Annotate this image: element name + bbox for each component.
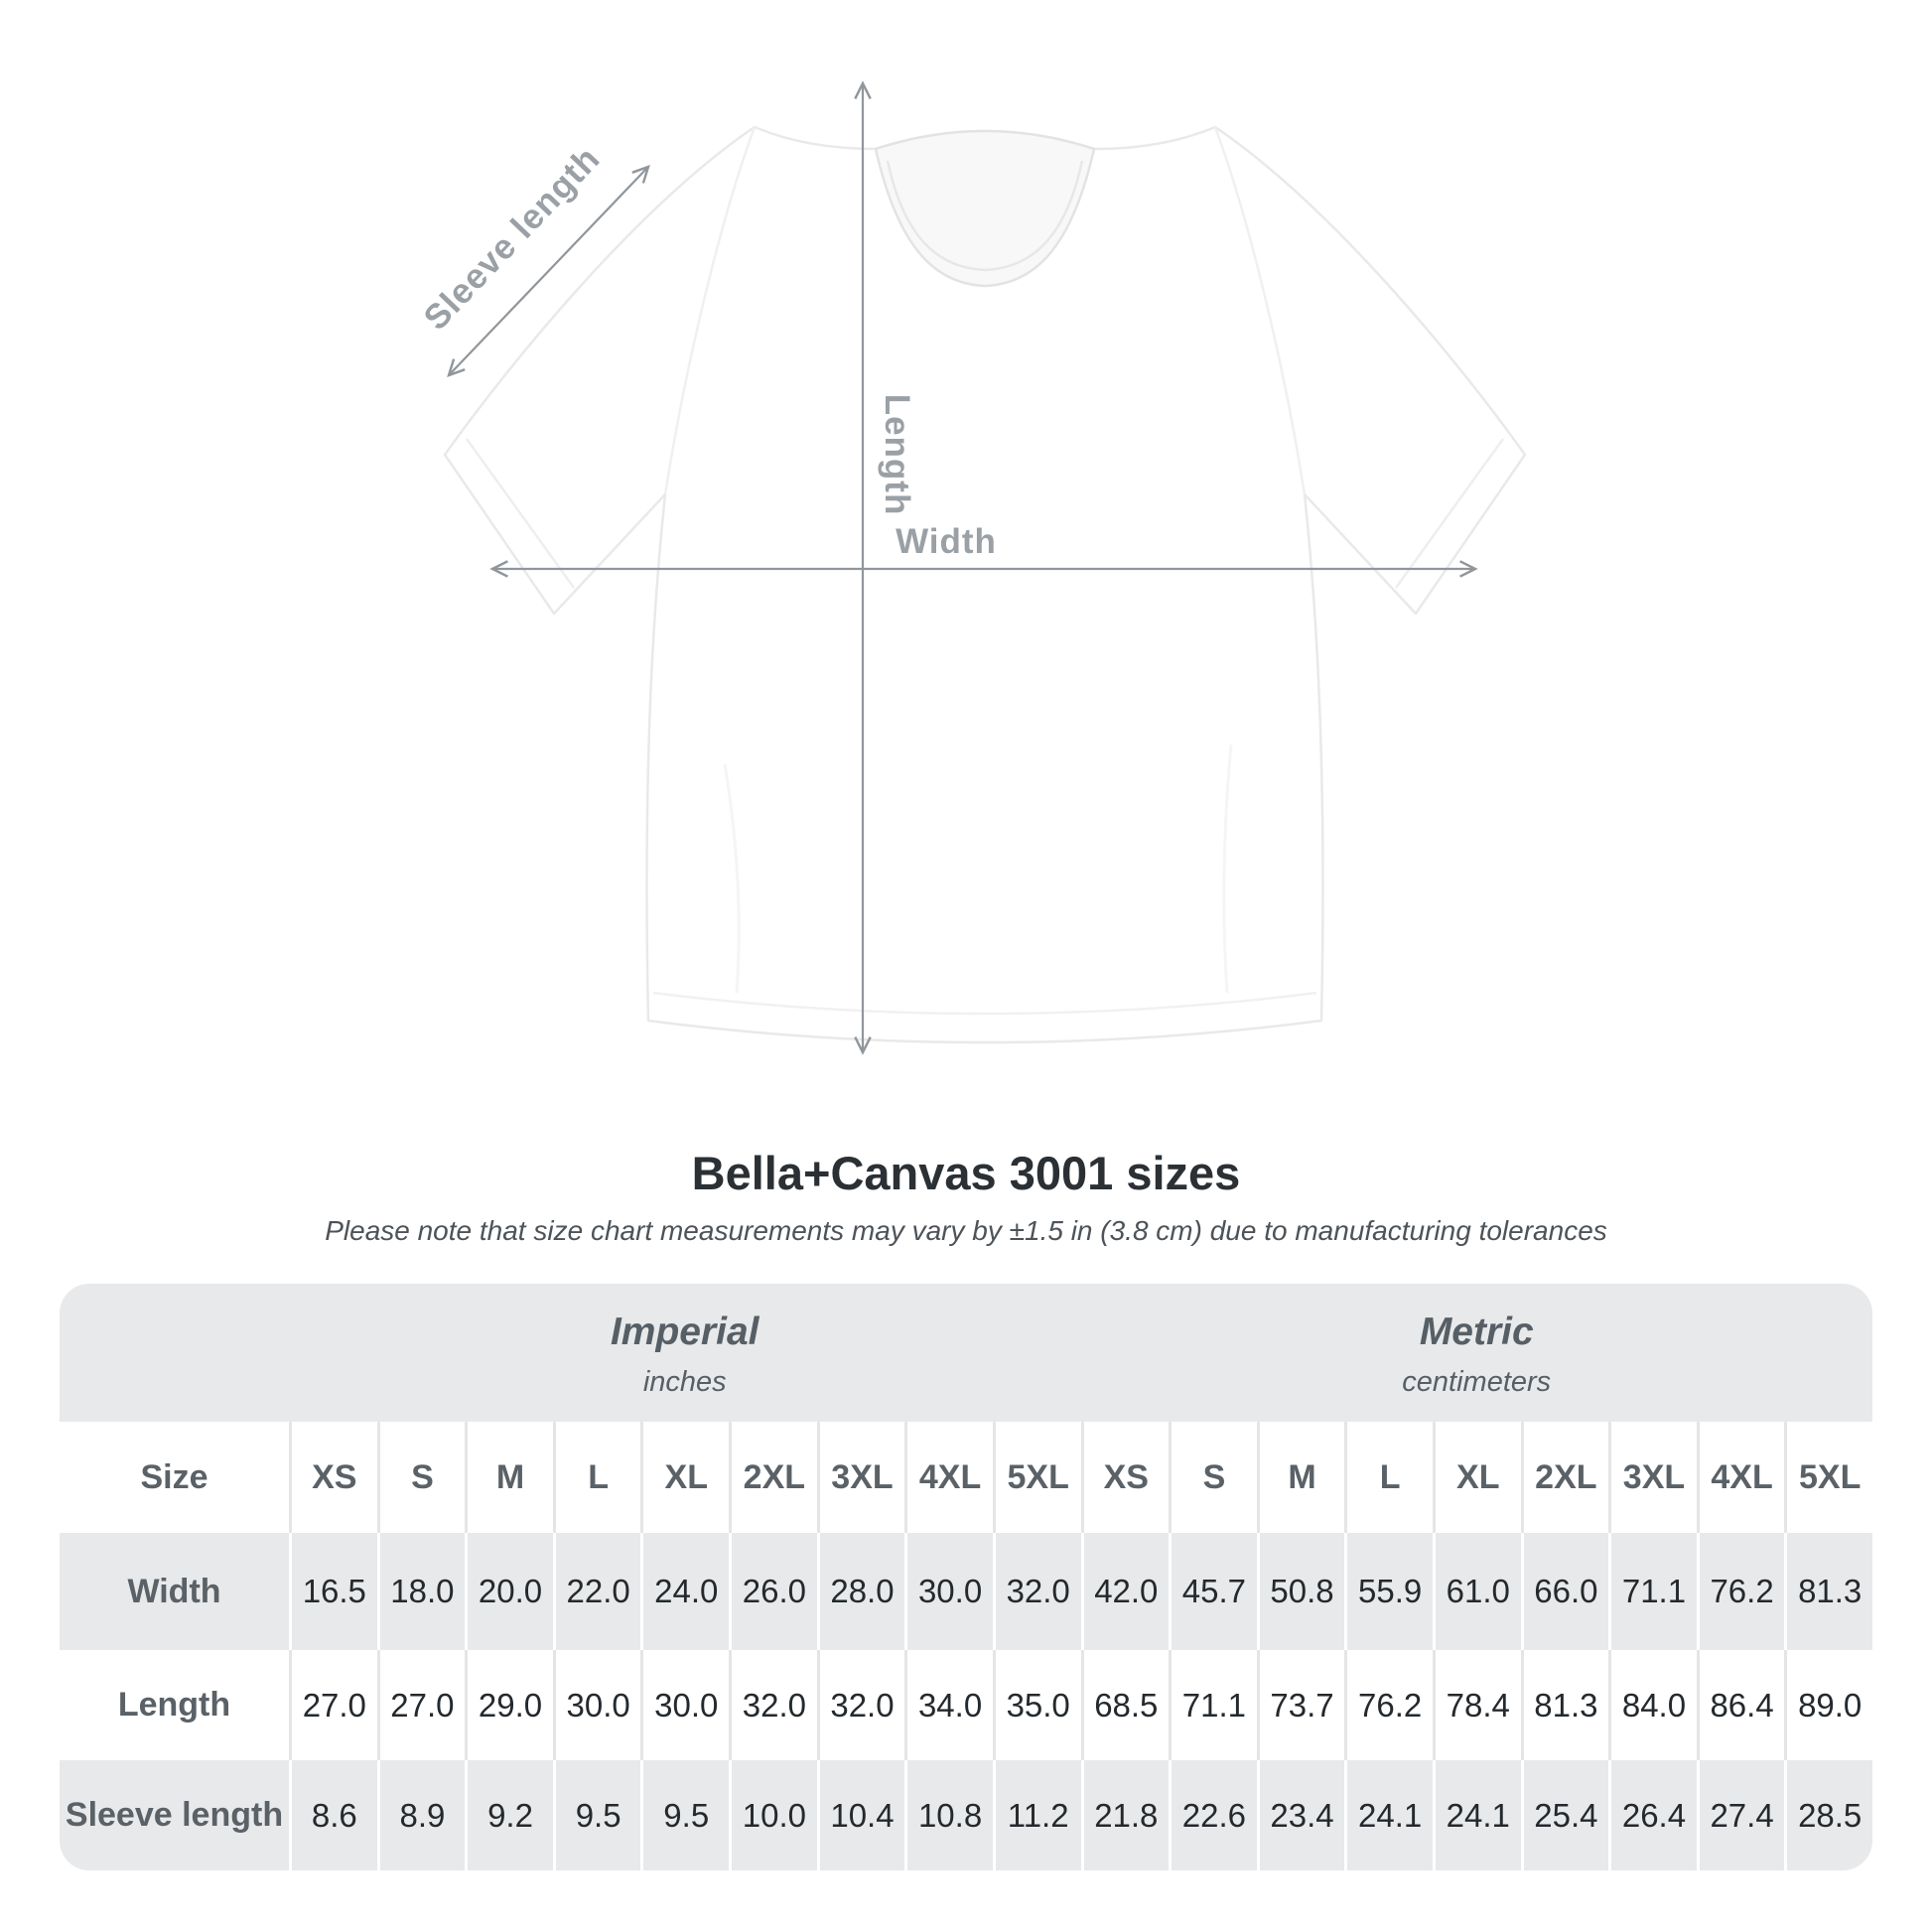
table-cell: 22.0 (552, 1533, 641, 1650)
size-col-header: 3XL (1608, 1422, 1697, 1533)
page-title: Bella+Canvas 3001 sizes (691, 1147, 1241, 1199)
measurement-arrows (447, 80, 1478, 1055)
size-col-header: XL (1432, 1422, 1521, 1533)
table-cell: 22.6 (1169, 1760, 1257, 1870)
tshirt-graphic: Sleeve length Length Width (416, 80, 1527, 1055)
size-col-header: 5XL (992, 1422, 1081, 1533)
table-cell: 78.4 (1432, 1650, 1521, 1760)
table-cell: 11.2 (992, 1760, 1081, 1870)
size-col-header: L (1344, 1422, 1433, 1533)
table-cell: 8.6 (289, 1760, 377, 1870)
table-cell: 84.0 (1608, 1650, 1697, 1760)
table-cell: 23.4 (1256, 1760, 1345, 1870)
table-cell: 35.0 (992, 1650, 1081, 1760)
table-cell: 8.9 (376, 1760, 466, 1870)
table-cell: 73.7 (1256, 1650, 1345, 1760)
table-cell: 86.4 (1696, 1650, 1785, 1760)
table-cell: 71.1 (1169, 1650, 1257, 1760)
size-col-header: S (376, 1422, 466, 1533)
table-cell: 9.2 (465, 1760, 553, 1870)
size-row-label: Size (140, 1457, 208, 1496)
size-col-header: 4XL (1696, 1422, 1785, 1533)
metric-sublabel: centimeters (1402, 1366, 1552, 1398)
table-cell: 18.0 (376, 1533, 466, 1650)
table-cell: 76.2 (1696, 1533, 1785, 1650)
table-cell: 24.1 (1344, 1760, 1433, 1870)
table-cell: 27.0 (289, 1650, 377, 1760)
row-label: Sleeve length (60, 1760, 289, 1870)
table-cell: 50.8 (1256, 1533, 1345, 1650)
table-row-width: Width 16.5 18.0 20.0 22.0 24.0 26.0 28.0… (60, 1533, 1872, 1650)
table-cell: 28.0 (816, 1533, 905, 1650)
table-cell: 68.5 (1080, 1650, 1170, 1760)
table-cell: 27.4 (1696, 1760, 1785, 1870)
size-col-header: 2XL (729, 1422, 817, 1533)
width-label: Width (896, 522, 997, 561)
size-col-header: XS (289, 1422, 377, 1533)
table-cell: 28.5 (1784, 1760, 1872, 1870)
table-cell: 32.0 (729, 1650, 817, 1760)
table-cell: 89.0 (1784, 1650, 1872, 1760)
size-table: Imperial inches Metric centimeters Size … (60, 1284, 1872, 1870)
size-col-header: M (465, 1422, 553, 1533)
tshirt-measurement-diagram: Sleeve length Length Width (387, 69, 1559, 1072)
table-row-length: Length 27.0 27.0 29.0 30.0 30.0 32.0 32.… (60, 1650, 1872, 1760)
table-cell: 45.7 (1169, 1533, 1257, 1650)
table-row-sleeve-length: Sleeve length 8.6 8.9 9.2 9.5 9.5 10.0 1… (60, 1760, 1872, 1870)
table-cell: 30.0 (640, 1650, 729, 1760)
size-col-header: 4XL (904, 1422, 993, 1533)
table-cell: 16.5 (289, 1533, 377, 1650)
table-cell: 9.5 (640, 1760, 730, 1870)
table-cell: 26.4 (1608, 1760, 1697, 1870)
table-cell: 26.0 (729, 1533, 817, 1650)
table-cell: 42.0 (1080, 1533, 1170, 1650)
table-cell: 66.0 (1520, 1533, 1609, 1650)
table-cell: 71.1 (1608, 1533, 1697, 1650)
table-cell: 30.0 (552, 1650, 641, 1760)
table-cell: 81.3 (1520, 1650, 1609, 1760)
table-cell: 32.0 (816, 1650, 905, 1760)
length-label: Length (878, 394, 916, 516)
table-cell: 10.4 (816, 1760, 905, 1870)
table-cell: 10.8 (904, 1760, 993, 1870)
table-row-sizes: Size XS S M L XL 2XL 3XL 4XL 5XL XS S M … (60, 1422, 1872, 1533)
tshirt-silhouette (443, 125, 1527, 1044)
size-col-header: M (1256, 1422, 1345, 1533)
table-cell: 30.0 (904, 1533, 993, 1650)
imperial-sublabel: inches (642, 1366, 727, 1398)
sleeve-length-arrow (447, 165, 650, 377)
unit-band-spacer (60, 1284, 289, 1422)
table-cell: 9.5 (552, 1760, 641, 1870)
unit-group-metric: Metric centimeters (1081, 1284, 1873, 1422)
table-cell: 27.0 (376, 1650, 466, 1760)
unit-band: Imperial inches Metric centimeters (60, 1284, 1872, 1422)
unit-group-imperial: Imperial inches (289, 1284, 1081, 1422)
size-col-header: XS (1080, 1422, 1170, 1533)
size-col-header: S (1169, 1422, 1257, 1533)
table-cell: 25.4 (1520, 1760, 1609, 1870)
size-col-header: 3XL (816, 1422, 905, 1533)
page-subtitle: Please note that size chart measurements… (325, 1215, 1607, 1246)
table-cell: 20.0 (465, 1533, 553, 1650)
table-cell: 32.0 (992, 1533, 1081, 1650)
table-cell: 55.9 (1344, 1533, 1433, 1650)
table-cell: 81.3 (1784, 1533, 1872, 1650)
table-cell: 24.0 (640, 1533, 730, 1650)
row-label: Length (117, 1686, 231, 1724)
table-cell: 21.8 (1080, 1760, 1170, 1870)
table-cell: 76.2 (1344, 1650, 1433, 1760)
size-col-header: L (552, 1422, 641, 1533)
table-cell: 10.0 (729, 1760, 817, 1870)
size-col-header: 5XL (1784, 1422, 1872, 1533)
metric-label: Metric (1419, 1311, 1534, 1353)
table-cell: 29.0 (465, 1650, 553, 1760)
imperial-label: Imperial (610, 1311, 759, 1353)
table-cell: 24.1 (1432, 1760, 1521, 1870)
size-col-header: 2XL (1520, 1422, 1609, 1533)
size-col-header: XL (640, 1422, 729, 1533)
row-label: Width (60, 1533, 289, 1650)
table-cell: 61.0 (1432, 1533, 1521, 1650)
table-cell: 34.0 (904, 1650, 993, 1760)
